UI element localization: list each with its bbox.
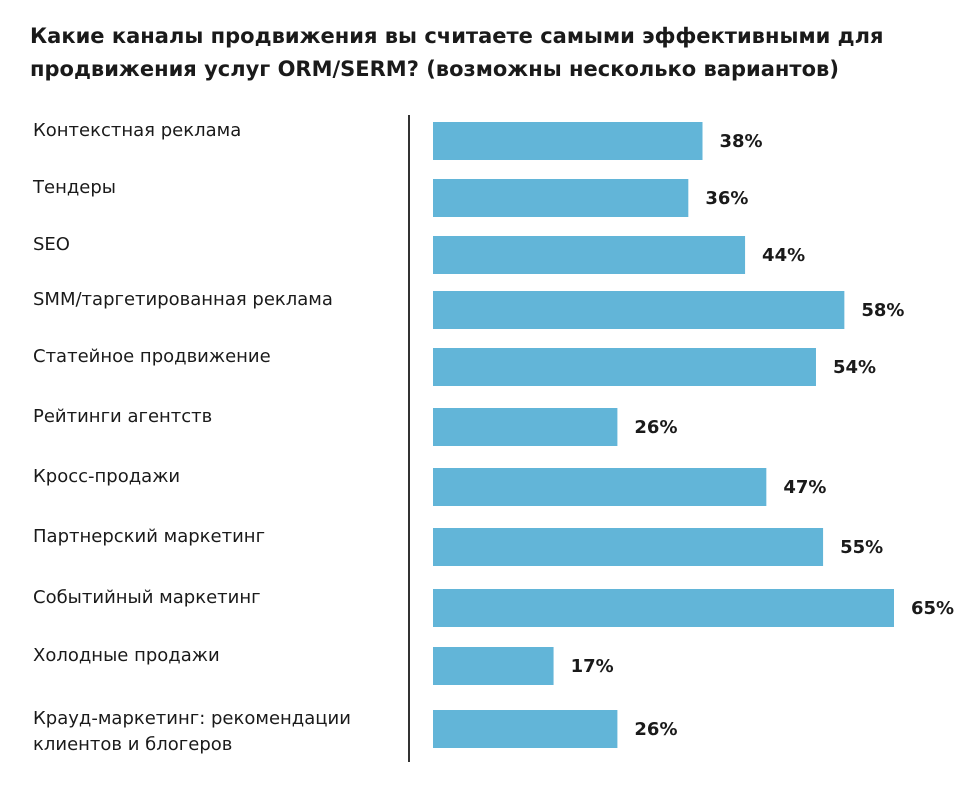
category-label: Партнерский маркетинг [33, 526, 265, 547]
bar-value-label: 55% [840, 537, 883, 558]
bar [433, 348, 816, 386]
bar-value-label: 65% [911, 598, 954, 619]
bar [433, 589, 894, 627]
category-label: Тендеры [32, 177, 116, 198]
category-label: Статейное продвижение [33, 346, 271, 367]
bar [433, 122, 703, 160]
bar [433, 528, 824, 566]
bar-value-label: 58% [861, 300, 904, 321]
category-label: Холодные продажи [33, 645, 220, 666]
bar-value-label: 38% [720, 131, 763, 152]
chart-title-line-2: продвижения услуг ORM/SERM? (возможны не… [30, 57, 839, 81]
bar [433, 408, 618, 446]
category-label: Крауд-маркетинг: рекомендации клиентов и … [33, 708, 351, 755]
bar-value-label: 26% [634, 719, 677, 740]
bar-value-label: 47% [783, 477, 826, 498]
category-label: Кросс-продажи [33, 466, 180, 487]
category-label: Рейтинги агентств [33, 406, 212, 427]
category-label: Контекстная реклама [33, 120, 241, 141]
chart-title-line-1: Какие каналы продвижения вы считаете сам… [30, 24, 884, 48]
bar-value-label: 26% [634, 417, 677, 438]
bar-value-label: 36% [705, 188, 748, 209]
chart-title: Какие каналы продвижения вы считаете сам… [30, 20, 930, 86]
bar-value-label: 54% [833, 357, 876, 378]
bar [433, 179, 689, 217]
category-label: SEO [33, 234, 70, 255]
bar [433, 291, 845, 329]
bar-value-label: 17% [571, 656, 614, 677]
bar [433, 647, 554, 685]
bar-value-label: 44% [762, 245, 805, 266]
category-label: Событийный маркетинг [33, 587, 261, 608]
category-label: SMM/таргетированная реклама [33, 289, 333, 310]
bar [433, 468, 767, 506]
bar [433, 710, 618, 748]
bar [433, 236, 746, 274]
